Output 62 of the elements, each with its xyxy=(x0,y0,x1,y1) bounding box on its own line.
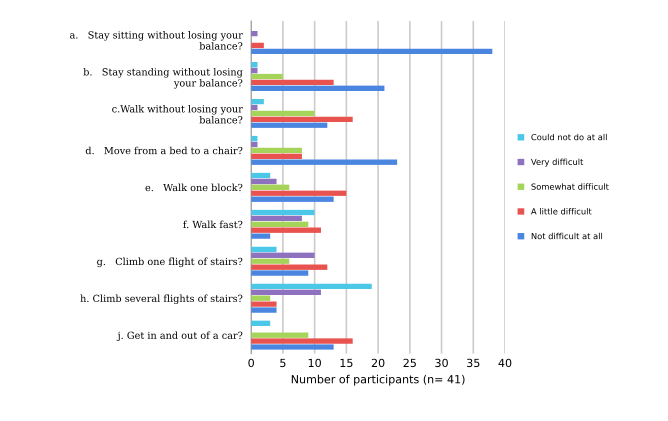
y-tick-label: h. Climb several flights of stairs? xyxy=(80,294,242,304)
bar xyxy=(251,116,353,122)
bar xyxy=(251,122,328,128)
bar xyxy=(251,196,334,202)
legend-label: A little difficult xyxy=(530,208,592,214)
y-tick-label: a. Stay sitting without losing your balance? xyxy=(70,31,243,50)
bar xyxy=(251,320,270,326)
x-tick-label: 30 xyxy=(435,358,448,368)
x-tick-label: 40 xyxy=(498,358,512,368)
bar xyxy=(251,160,398,165)
bar xyxy=(251,172,270,178)
bar xyxy=(251,284,372,290)
bar xyxy=(251,42,264,48)
legend-label: Somewhat difficult xyxy=(531,183,609,190)
x-tick-label: 5 xyxy=(280,358,286,368)
x-tick-label: 20 xyxy=(372,358,384,368)
bar xyxy=(251,178,277,184)
legend-label: Very difficult xyxy=(530,158,584,167)
bar xyxy=(251,246,277,252)
x-tick-label: 25 xyxy=(404,358,416,368)
legend-label: Not difficult at all xyxy=(532,232,602,240)
bar xyxy=(251,344,334,350)
y-tick-label: j. Get in and out of a car? xyxy=(116,331,242,342)
bar xyxy=(251,216,302,222)
y-tick-label: g. Climb one flight of stairs? xyxy=(97,258,242,268)
bar xyxy=(251,290,321,295)
bar xyxy=(251,62,258,68)
bar xyxy=(251,233,270,239)
x-axis-title: Number of participants (n= 41) xyxy=(292,374,465,386)
y-tick-label: e. Walk one block? xyxy=(145,184,242,192)
bar xyxy=(251,332,308,338)
bar xyxy=(251,154,302,159)
y-tick-label: f. Walk fast? xyxy=(183,220,242,228)
y-tick-label: b. Stay standing without losing your balance? xyxy=(83,68,243,89)
bar xyxy=(251,258,290,264)
bar xyxy=(251,74,283,80)
bar xyxy=(251,264,328,270)
y-tick-label: c.Walk without losing your balance? xyxy=(112,104,243,124)
bar xyxy=(251,228,321,233)
bar xyxy=(251,210,315,216)
bar xyxy=(251,301,277,307)
bar xyxy=(251,98,264,104)
bar xyxy=(251,80,334,86)
x-tick-label: 0 xyxy=(248,358,254,368)
bar xyxy=(251,48,492,54)
bar xyxy=(251,30,258,36)
bar xyxy=(251,110,315,116)
bar xyxy=(251,86,384,91)
bar xyxy=(251,252,315,258)
bar xyxy=(251,148,302,154)
bar xyxy=(251,190,346,196)
x-tick-label: 10 xyxy=(308,358,321,368)
bar xyxy=(251,270,308,276)
bar xyxy=(251,296,270,301)
y-tick-label: d. Move from a bed to a chair? xyxy=(86,146,242,154)
bar xyxy=(251,184,290,190)
bar xyxy=(251,307,277,313)
x-tick-label: 35 xyxy=(467,358,480,368)
bar xyxy=(251,338,353,344)
x-tick-label: 15 xyxy=(340,358,352,368)
legend-label: Could not do at all xyxy=(531,134,607,140)
bar xyxy=(251,222,308,227)
